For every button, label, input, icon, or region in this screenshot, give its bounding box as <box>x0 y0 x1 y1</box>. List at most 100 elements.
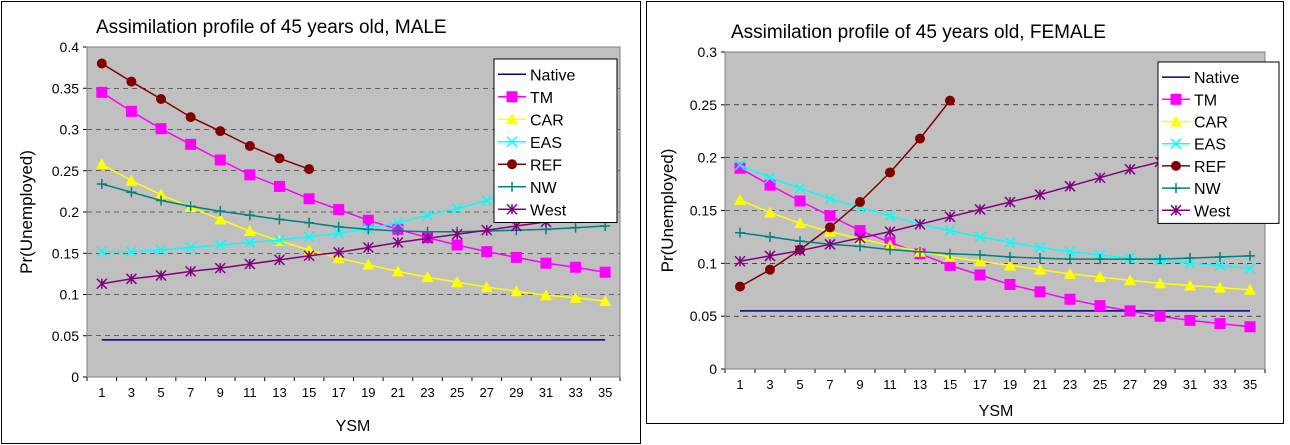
data-point <box>734 193 746 205</box>
y-axis-label: Pr(Unemployed) <box>658 149 677 273</box>
x-tick-label: 11 <box>883 377 897 392</box>
legend-label: REF <box>530 157 562 174</box>
data-point <box>303 193 315 205</box>
data-point <box>764 179 776 191</box>
x-tick-label: 17 <box>973 377 987 392</box>
legend-label: EAS <box>530 135 562 152</box>
data-point <box>481 224 493 236</box>
data-point <box>1244 263 1256 275</box>
legend-box <box>493 58 618 223</box>
legend-item-nw: NW <box>498 180 558 197</box>
legend-label: CAR <box>530 112 564 129</box>
data-point <box>303 231 315 243</box>
data-point <box>1125 254 1135 265</box>
x-tick-label: 21 <box>1033 377 1047 392</box>
series-nw <box>735 227 1255 265</box>
data-point <box>1094 172 1106 184</box>
data-point <box>1004 259 1016 271</box>
data-point <box>1035 253 1045 264</box>
legend: Native TM CAR EAS REF NW West <box>1157 61 1280 224</box>
x-tick-label: 7 <box>187 385 194 400</box>
y-tick-label: 0.1 <box>698 255 718 271</box>
data-point <box>96 178 107 189</box>
data-point <box>392 225 403 236</box>
data-point <box>854 232 866 244</box>
data-point <box>391 265 404 277</box>
legend-item-tm: TM <box>1162 92 1217 109</box>
legend-label: NW <box>1194 181 1222 198</box>
x-tick-label: 23 <box>1063 377 1077 392</box>
female-chart-svg: Assimilation profile of 45 years old, FE… <box>658 22 1280 420</box>
series-ref <box>735 95 955 292</box>
data-point <box>824 210 836 222</box>
data-point <box>451 276 464 288</box>
y-tick-label: 0.05 <box>52 328 79 344</box>
data-point <box>333 227 345 239</box>
legend-label: TM <box>1194 92 1217 109</box>
data-point <box>274 153 285 164</box>
legend-label: CAR <box>1194 115 1228 132</box>
data-point <box>794 217 806 229</box>
data-point <box>244 236 256 249</box>
data-point <box>125 174 138 186</box>
data-point <box>599 295 612 307</box>
data-point <box>273 180 285 192</box>
data-point <box>155 244 167 256</box>
data-point <box>734 162 746 174</box>
data-point <box>215 206 226 217</box>
x-tick-label: 27 <box>1123 377 1137 392</box>
data-point <box>794 182 806 194</box>
data-point <box>481 194 493 206</box>
data-point <box>214 239 226 251</box>
data-point <box>794 245 806 257</box>
data-point <box>451 239 463 251</box>
x-tick-label: 25 <box>450 385 464 400</box>
data-point <box>599 266 611 278</box>
data-point <box>795 236 805 247</box>
data-point <box>569 291 582 303</box>
x-tick-label: 19 <box>1003 377 1017 392</box>
x-tick-label: 35 <box>598 385 612 400</box>
x-tick-label: 3 <box>128 385 135 400</box>
data-point <box>945 95 955 106</box>
data-point <box>510 251 522 263</box>
legend-label: TM <box>530 90 553 107</box>
data-point <box>244 258 256 270</box>
data-point <box>945 248 955 259</box>
legend-label: REF <box>1194 159 1226 176</box>
data-point <box>96 58 107 69</box>
data-point <box>1124 305 1136 317</box>
series-line <box>739 100 951 288</box>
data-point <box>1034 241 1046 254</box>
data-point <box>155 188 168 200</box>
data-point <box>155 123 167 135</box>
x-tick-label: 13 <box>913 377 927 392</box>
data-point <box>125 273 137 285</box>
data-point <box>974 269 986 281</box>
x-tick-label: 23 <box>420 385 434 400</box>
legend-marker <box>1171 183 1181 194</box>
legend-box <box>1157 61 1280 224</box>
data-point <box>95 158 108 170</box>
data-point <box>185 112 196 123</box>
data-point <box>764 250 776 262</box>
data-point <box>540 257 552 269</box>
x-axis-label: YSM <box>336 418 371 435</box>
data-point <box>1214 281 1226 293</box>
y-tick-label: 0.2 <box>60 204 80 220</box>
data-point <box>1245 250 1255 261</box>
data-point <box>824 238 836 250</box>
legend: Native TM CAR EAS REF NW West <box>493 58 618 223</box>
x-tick-label: 1 <box>98 385 105 400</box>
data-point <box>214 154 226 166</box>
x-tick-label: 25 <box>1093 377 1107 392</box>
male-chart-svg: Assimilation profile of 45 years old, MA… <box>17 17 621 435</box>
data-point <box>480 281 493 293</box>
data-point <box>1094 271 1106 283</box>
data-point <box>1184 279 1196 291</box>
legend-marker <box>1170 204 1182 216</box>
chart-title: Assimilation profile of 45 years old, FE… <box>731 22 1106 43</box>
x-tick-label: 31 <box>539 385 553 400</box>
data-point <box>304 164 315 175</box>
data-point <box>333 221 344 232</box>
